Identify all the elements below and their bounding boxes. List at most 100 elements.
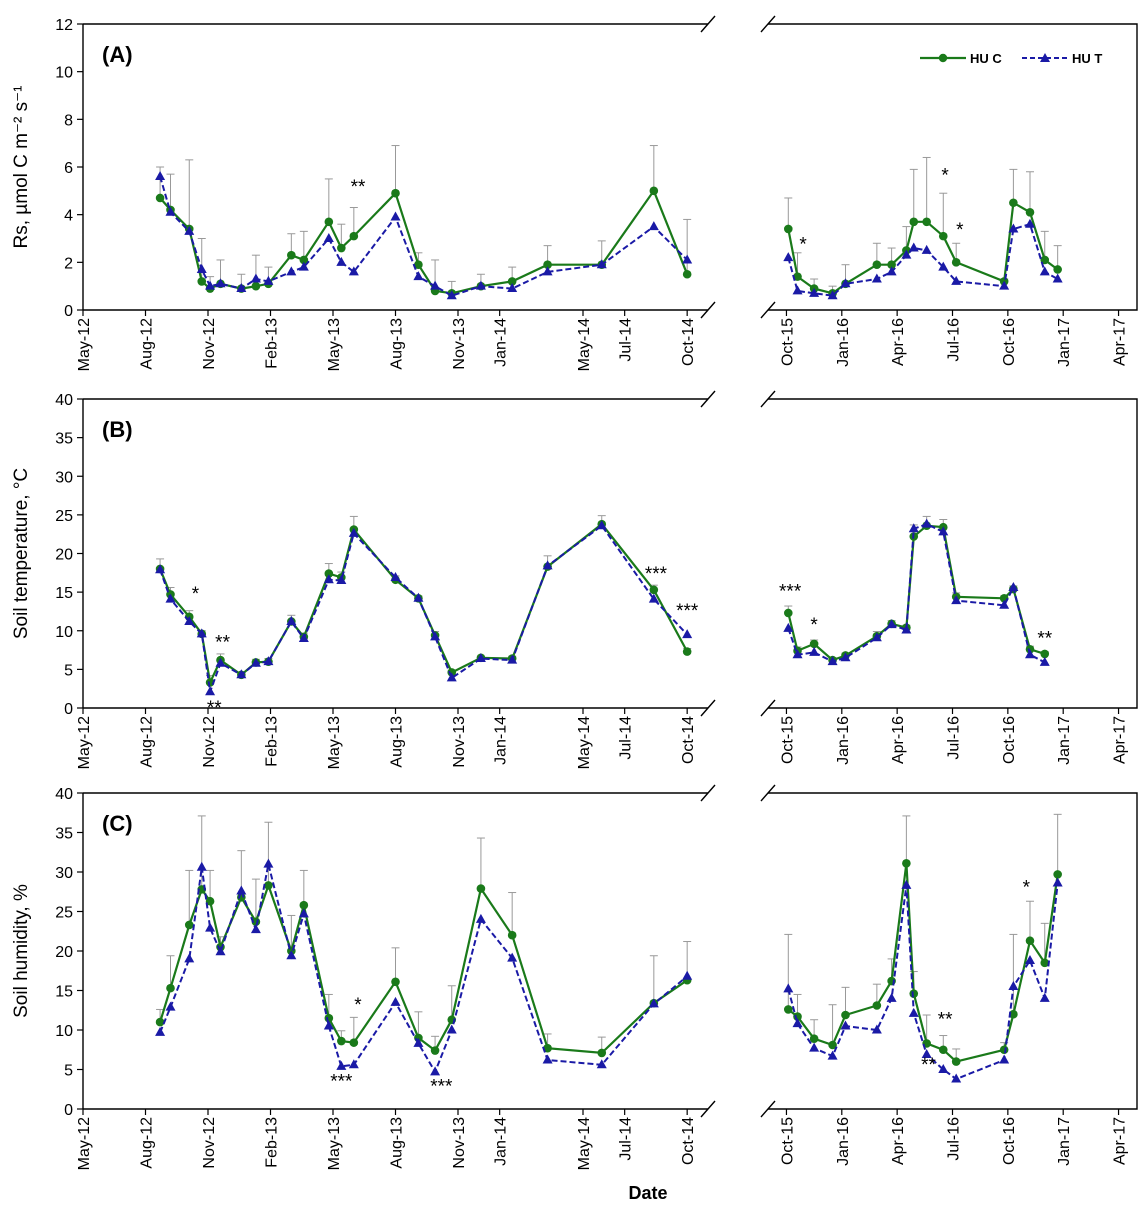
series-line-hu-c [159, 522, 689, 687]
point-hu-t [348, 1059, 359, 1069]
point-hu-t [809, 1042, 820, 1052]
point-hu-t [886, 266, 897, 276]
axis-break-mark [760, 1100, 776, 1118]
series-line-hu-t [159, 863, 688, 1075]
y-axis-title: Soil temperature, °C [11, 468, 32, 639]
point-hu-t [215, 657, 226, 667]
significance-label: *** [330, 1072, 353, 1093]
point-hu-t [215, 278, 226, 288]
x-tick-label: Feb-13 [264, 1117, 281, 1168]
point-hu-t [236, 283, 247, 293]
point-hu-t [413, 271, 424, 281]
point-hu-t [390, 211, 401, 221]
point-hu-t [507, 952, 518, 962]
x-tick-label: Nov-13 [451, 716, 468, 768]
x-tick-label: Apr-17 [1112, 318, 1129, 366]
x-tick-label: Aug-13 [389, 318, 406, 370]
point-hu-t [446, 290, 457, 300]
y-tick-label: 20 [55, 547, 73, 564]
point-hu-c [166, 983, 175, 993]
point-hu-t [938, 526, 949, 536]
x-tick-label: Jan-16 [835, 318, 852, 367]
point-hu-t [165, 1001, 176, 1011]
point-hu-t [886, 992, 897, 1002]
point-hu-t [792, 649, 803, 659]
point-hu-t [348, 527, 359, 537]
x-tick-label: Jan-14 [493, 1117, 510, 1166]
x-tick-label: Oct-15 [779, 1117, 796, 1165]
point-hu-t [250, 924, 261, 934]
point-hu-t [165, 206, 176, 216]
point-hu-t [542, 1054, 553, 1064]
legend-marker-hu-t [1040, 53, 1050, 62]
point-hu-t [1039, 992, 1050, 1002]
x-tick-label: Feb-13 [264, 318, 281, 369]
axis-break-mark [760, 784, 776, 802]
point-hu-t [298, 632, 309, 642]
point-hu-t [286, 615, 297, 625]
point-hu-t [475, 280, 486, 290]
point-hu-t [205, 686, 216, 696]
point-hu-c [809, 1034, 819, 1043]
y-axis-title: Rs, µmol C m⁻² s⁻¹ [11, 86, 32, 249]
point-hu-t [809, 646, 820, 656]
point-hu-t [648, 593, 659, 603]
x-tick-label: Aug-13 [389, 1117, 406, 1169]
significance-label: * [810, 615, 818, 636]
x-tick-label: Oct-15 [779, 716, 796, 764]
x-tick-label: Apr-16 [890, 1117, 907, 1165]
x-tick-label: Apr-17 [1112, 1117, 1129, 1165]
point-hu-c [337, 1036, 346, 1046]
point-hu-c [1009, 1009, 1018, 1019]
x-tick-label: May-13 [326, 318, 343, 371]
point-hu-c [1009, 198, 1018, 208]
point-hu-c [324, 569, 334, 578]
frame-right [768, 398, 1138, 709]
point-hu-t [236, 669, 247, 679]
point-hu-t [840, 1020, 851, 1030]
point-hu-t [682, 254, 693, 264]
point-hu-c [155, 193, 165, 203]
significance-label: * [192, 584, 200, 605]
point-hu-t [648, 998, 659, 1008]
series-line-hu-c [159, 188, 689, 295]
point-hu-t [908, 242, 919, 252]
point-hu-t [1024, 649, 1035, 659]
significance-label: *** [676, 601, 699, 622]
point-hu-c [507, 930, 517, 940]
y-tick-label: 20 [55, 944, 73, 961]
point-hu-t [205, 922, 216, 932]
point-hu-t [792, 1018, 803, 1028]
x-tick-label: Jan-14 [493, 716, 510, 765]
x-tick-label: Aug-12 [139, 716, 156, 768]
x-tick-label: Jul-16 [946, 318, 963, 362]
point-hu-t [507, 283, 518, 293]
point-hu-c [1040, 649, 1050, 659]
significance-label: *** [779, 582, 802, 603]
axis-break-mark [760, 390, 776, 408]
significance-label: ** [938, 1009, 953, 1030]
point-hu-t [921, 244, 932, 254]
y-tick-label: 15 [55, 585, 73, 602]
point-hu-t [901, 879, 912, 889]
point-hu-t [921, 518, 932, 528]
x-tick-label: Apr-16 [890, 318, 907, 366]
point-hu-c [197, 277, 207, 286]
axis-break-mark [700, 390, 716, 408]
point-hu-t [215, 946, 226, 956]
point-hu-c [205, 896, 215, 906]
point-hu-t [205, 280, 216, 290]
point-hu-t [430, 631, 441, 641]
point-hu-t [236, 885, 247, 895]
legend-label-hu-t: HU T [1072, 51, 1102, 66]
x-tick-label: May-14 [576, 716, 593, 769]
point-hu-c [783, 608, 793, 618]
point-hu-c [938, 231, 948, 241]
point-hu-t [938, 1064, 949, 1073]
point-hu-c [793, 272, 802, 281]
point-hu-t [901, 249, 912, 259]
point-hu-t [286, 950, 297, 960]
point-hu-t [871, 632, 882, 642]
x-tick-label: Jul-16 [946, 1117, 963, 1161]
point-hu-t [413, 592, 424, 602]
